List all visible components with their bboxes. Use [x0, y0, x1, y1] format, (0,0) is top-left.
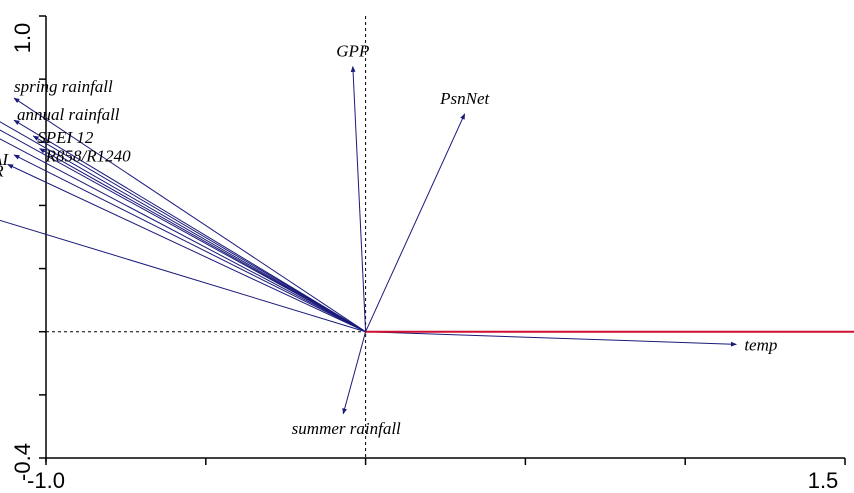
arrow-label: SPEI 12: [37, 128, 94, 147]
arrow-lai: [13, 154, 366, 333]
arrow-spring-summer: [0, 121, 366, 333]
arrow-evi: [0, 129, 366, 333]
arrow-summer-rainfall: [342, 331, 367, 415]
arrow-r858-r1240: [39, 148, 366, 333]
arrow-label: GPP: [336, 42, 369, 61]
arrow-ndvi: [0, 219, 366, 333]
y-tick-label: -0.4: [10, 443, 35, 481]
arrow-label: spring rainfall: [14, 77, 113, 96]
arrow-label: summer rainfall: [292, 419, 401, 438]
arrow-label: R858/R1240: [45, 147, 131, 166]
arrow-label: FPAR: [0, 161, 4, 180]
arrow-label: PsnNet: [439, 89, 490, 108]
arrow-psnnet: [365, 113, 466, 332]
arrow-temp: [365, 331, 737, 347]
arrow-spring-rainfall: [13, 97, 366, 333]
arrow-spei-12: [32, 135, 366, 333]
arrow-spei-6: [0, 138, 366, 333]
x-tick-label: -1.0: [27, 468, 65, 493]
arrow-fpar: [7, 163, 366, 333]
arrow-label: temp: [744, 335, 777, 354]
x-tick-label: 1.5: [808, 468, 839, 493]
arrow-label: annual rainfall: [17, 105, 120, 124]
arrow-gpp: [350, 65, 367, 332]
arrow-annual-rainfall: [13, 119, 366, 333]
arrow-label: LAI: [0, 150, 9, 169]
y-tick-label: 1.0: [10, 23, 35, 54]
